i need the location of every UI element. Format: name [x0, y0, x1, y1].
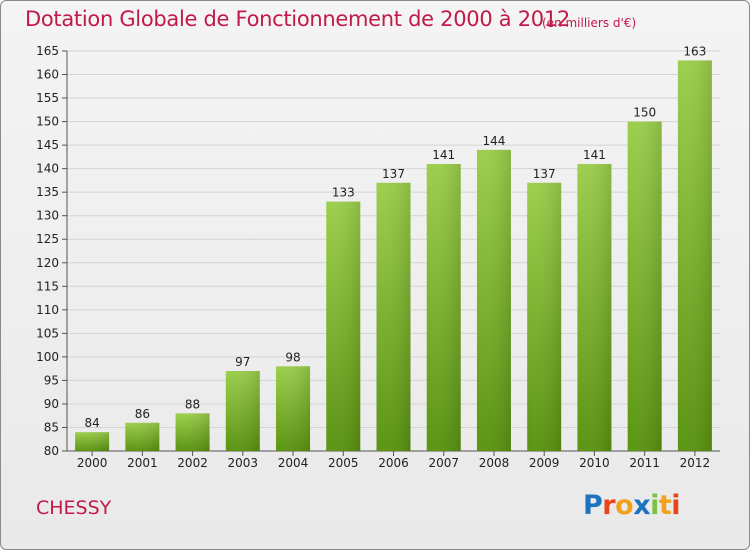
city-name: CHESSY — [36, 497, 112, 519]
logo-letter: t — [658, 490, 672, 521]
y-tick-label: 115 — [36, 279, 59, 293]
x-tick-label: 2005 — [328, 456, 359, 470]
data-label: 141 — [432, 148, 455, 162]
bar-shade — [677, 60, 712, 451]
x-tick-label: 2012 — [680, 456, 711, 470]
x-tick-label: 2010 — [579, 456, 610, 470]
bar-group — [627, 121, 662, 452]
logo-letter: i — [650, 490, 659, 521]
bars: 84 86 88 97 98 133 137 141 144 137 141 150 163 — [75, 44, 712, 452]
bar-shade — [125, 422, 160, 451]
chart-unit: (en milliers d'€) — [542, 16, 637, 30]
bar-shade — [276, 366, 311, 451]
y-tick-label: 125 — [36, 232, 59, 246]
bar-shade — [627, 121, 662, 452]
bar-shade — [426, 163, 461, 452]
y-tick-label: 145 — [36, 138, 59, 152]
x-tick-label: 2006 — [378, 456, 409, 470]
bar-group — [677, 60, 712, 451]
y-tick-label: 85 — [44, 420, 59, 434]
bar-group — [376, 182, 411, 451]
y-tick-label: 150 — [36, 115, 59, 129]
bar-shade — [75, 432, 110, 451]
y-tick-label: 155 — [36, 91, 59, 105]
bar-shade — [376, 182, 411, 451]
bar-group — [125, 422, 160, 451]
bar-group — [175, 413, 210, 451]
logo-letter: P — [583, 490, 603, 521]
logo-letter: o — [615, 490, 634, 521]
bar-shade — [577, 163, 612, 452]
y-tick-label: 90 — [44, 397, 59, 411]
x-tick-label: 2007 — [428, 456, 459, 470]
y-tick-label: 135 — [36, 185, 59, 199]
y-tick-label: 165 — [36, 44, 59, 58]
x-tick-label: 2004 — [278, 456, 309, 470]
data-label: 150 — [633, 106, 656, 120]
data-label: 97 — [235, 355, 250, 369]
data-label: 88 — [185, 397, 200, 411]
y-tick-label: 100 — [36, 350, 59, 364]
x-tick-label: 2011 — [629, 456, 660, 470]
bar-shade — [225, 371, 260, 451]
bar-group — [225, 371, 260, 451]
logo-letter: x — [633, 490, 651, 521]
proxiti-logo: Proxiti — [583, 490, 681, 521]
bar-shade — [175, 413, 210, 451]
data-label: 141 — [583, 148, 606, 162]
y-tick-label: 80 — [44, 444, 59, 458]
bar-group — [527, 182, 562, 451]
data-label: 137 — [382, 167, 405, 181]
data-label: 86 — [135, 407, 150, 421]
logo-letter: i — [671, 490, 681, 521]
x-tick-label: 2003 — [228, 456, 259, 470]
data-label: 137 — [533, 167, 556, 181]
logo-letter: r — [602, 490, 616, 521]
bar-group — [276, 366, 311, 451]
data-label: 98 — [285, 350, 300, 364]
data-label: 144 — [483, 134, 506, 148]
bar-group — [577, 163, 612, 452]
bar-shade — [527, 182, 562, 451]
y-tick-label: 95 — [44, 373, 59, 387]
chart-title: Dotation Globale de Fonctionnement de 20… — [25, 7, 570, 31]
x-tick-label: 2000 — [77, 456, 108, 470]
bar-shade — [476, 149, 511, 451]
y-tick-label: 110 — [36, 303, 59, 317]
y-tick-label: 140 — [36, 162, 59, 176]
data-label: 84 — [84, 416, 99, 430]
y-tick-label: 105 — [36, 326, 59, 340]
data-label: 163 — [683, 44, 706, 58]
bar-group — [476, 149, 511, 451]
bar-shade — [326, 201, 361, 451]
x-tick-label: 2009 — [529, 456, 560, 470]
x-tick-label: 2001 — [127, 456, 158, 470]
y-tick-label: 160 — [36, 68, 59, 82]
data-label: 133 — [332, 186, 355, 200]
x-axis: 2000 2001 2002 2003 2004 2005 2006 2007 2008 2009… — [77, 451, 710, 470]
bar-group — [426, 163, 461, 452]
bar-group — [75, 432, 110, 451]
bar-group — [326, 201, 361, 451]
y-tick-label: 120 — [36, 256, 59, 270]
y-tick-label: 130 — [36, 209, 59, 223]
x-tick-label: 2008 — [479, 456, 510, 470]
x-tick-label: 2002 — [177, 456, 208, 470]
